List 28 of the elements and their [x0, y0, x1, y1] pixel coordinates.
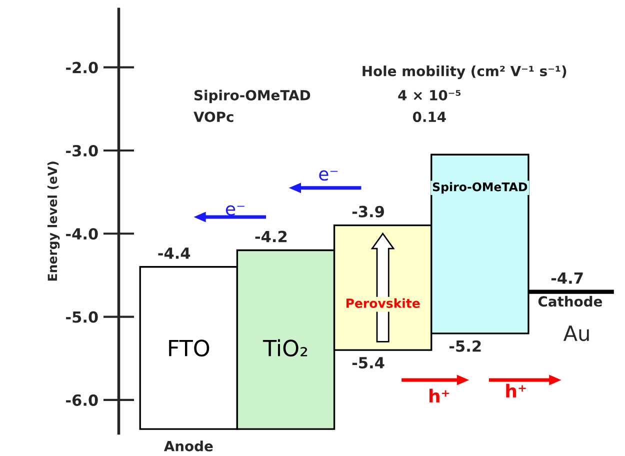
y-tick-label: -4.0 — [66, 228, 98, 240]
annotation: -5.2 — [449, 340, 481, 352]
y-tick-label: -2.0 — [66, 62, 98, 74]
x-tick-label: Spiro-OMeTAD — [432, 182, 528, 194]
text: Cathode — [538, 296, 602, 307]
text: Anode — [164, 440, 213, 452]
annotation: Sipiro-OMeTAD — [194, 90, 310, 104]
x-tick-label: Perovskite — [346, 298, 420, 308]
y-tick-label: -3.0 — [66, 144, 98, 156]
annotation: VOPc — [194, 112, 234, 122]
annotation: h⁺ — [506, 384, 526, 398]
annotation: -4.2 — [255, 230, 287, 242]
y-axis-title: Energy level (eV) — [47, 162, 60, 281]
annotation: h⁺ — [429, 388, 450, 402]
annotation: -4.4 — [158, 248, 190, 259]
annotation: 4 × 10⁻⁵ — [398, 90, 461, 100]
ref-line-label: -4.7 — [551, 272, 583, 284]
annotation: 0.14 — [412, 112, 446, 122]
text: Au — [563, 326, 589, 342]
annotation: -5.4 — [352, 357, 384, 369]
x-tick-label: TiO₂ — [262, 339, 308, 356]
x-tick-label: FTO — [169, 340, 210, 356]
y-tick-label: -5.0 — [66, 311, 98, 323]
annotation: e⁻ — [319, 170, 338, 181]
annotation: -3.9 — [352, 206, 384, 218]
annotation: e⁻ — [226, 205, 244, 216]
annotation: Hole mobility (cm² V⁻¹ s⁻¹) — [362, 66, 566, 80]
y-tick-label: -6.0 — [66, 394, 98, 406]
